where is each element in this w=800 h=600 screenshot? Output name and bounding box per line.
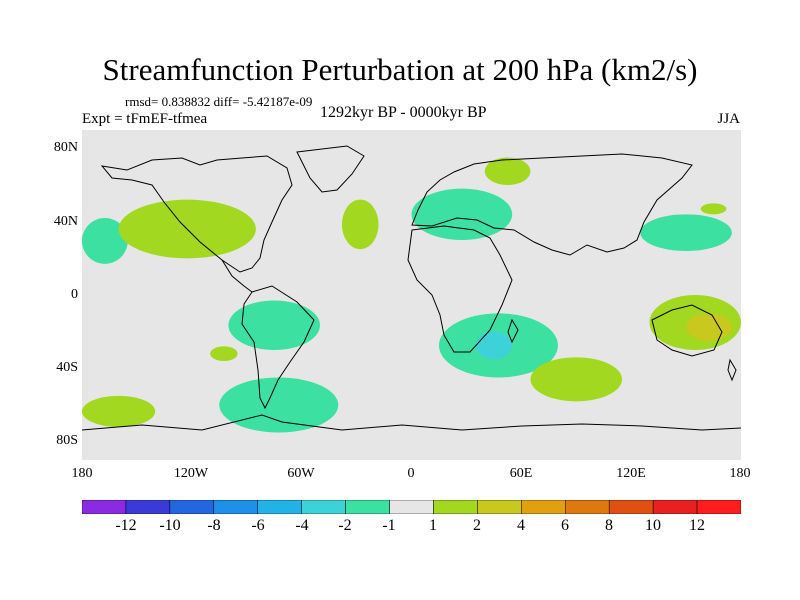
y-tick-label: 0 [71,287,78,302]
contour-region [82,395,156,427]
colorbar-swatch [213,500,258,514]
madagascar-coast [507,318,519,344]
contour-region [219,377,339,433]
contour-region [530,357,623,402]
colorbar-swatch [652,500,698,514]
x-tick-label: 180 [71,466,93,481]
x-tick-label: 60W [287,466,315,481]
y-tick-label: 40S [56,360,78,375]
colorbar-label: -4 [295,517,309,534]
colorbar-label: 8 [605,517,613,534]
colorbar-swatches [82,500,741,514]
contour-region [686,313,732,341]
y-tick-label: 80N [53,140,78,155]
contour-region [700,203,727,215]
season-label: JJA [717,111,740,127]
experiment-label: Expt = tFmEF-tfmea [82,111,208,127]
antarctica-coast [82,414,741,431]
colorbar-swatch [169,500,215,514]
contour-fills [82,157,741,433]
y-tick-label: 40N [53,214,78,229]
africa-coast [407,225,513,353]
colorbar-label: -1 [382,517,396,534]
colorbar-label: 1 [429,517,437,534]
colorbar-swatch [257,500,302,514]
stats-text: rmsd= 0.838832 diff= -5.42187e-09 [125,94,313,109]
colorbar-swatch [125,500,171,514]
colorbar-label: -2 [338,517,352,534]
new-zealand-coast [727,358,737,382]
north-america-coast [100,155,293,273]
contour-region [475,331,513,360]
greenland-coast [296,145,365,193]
colorbar-label: -6 [251,517,265,534]
contour-region [82,218,128,264]
colorbar-swatch [433,500,478,514]
contour-region [484,157,531,185]
chart-title: Streamfunction Perturbation at 200 hPa (… [102,52,698,87]
x-tick-label: 120E [616,466,646,481]
colorbar-swatch [696,500,741,514]
colorbar-label: 6 [561,517,569,534]
central-america-coast [221,259,253,293]
colorbar-swatch [301,500,346,514]
colorbar [82,500,741,514]
contour-region [210,346,238,361]
colorbar-label: 10 [645,517,661,534]
colorbar-swatch [608,500,654,514]
europe-asia-coast [411,153,693,256]
x-tick-label: 0 [407,466,415,481]
colorbar-swatch [477,500,522,514]
map-plot [82,130,741,460]
contour-region [341,199,379,250]
south-america-coast [241,285,315,410]
australia-coast [651,304,723,357]
x-tick-label: 120W [173,466,209,481]
colorbar-label: 4 [517,517,525,534]
colorbar-label: 12 [689,517,705,534]
colorbar-label: -12 [115,517,137,534]
colorbar-label: -8 [207,517,221,534]
contour-region [228,300,320,350]
coastlines [82,145,741,431]
colorbar-label: 2 [473,517,481,534]
y-tick-label: 80S [56,433,78,448]
contour-region [640,214,732,251]
colorbar-swatch [82,500,127,514]
period-label: 1292kyr BP - 0000kyr BP [320,104,487,121]
colorbar-swatch [521,500,566,514]
map-background [82,130,741,460]
colorbar-label: -10 [159,517,181,534]
x-tick-label: 180 [729,466,751,481]
colorbar-swatch [565,500,610,514]
colorbar-swatch [389,500,434,514]
x-tick-label: 60E [509,466,533,481]
contour-region [411,188,513,240]
colorbar-swatch [345,500,390,514]
